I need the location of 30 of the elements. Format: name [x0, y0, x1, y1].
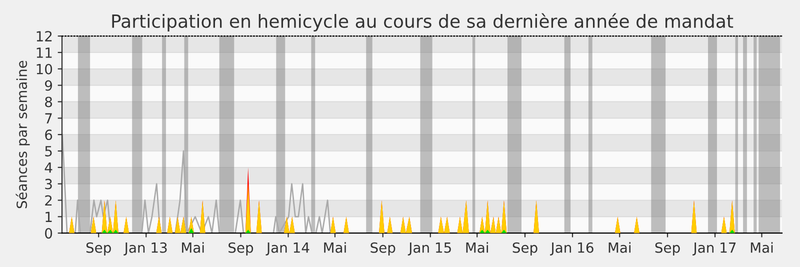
x-tick-label: Sep: [86, 242, 111, 256]
y-tick-label: 3: [45, 178, 52, 190]
x-tick-label: Mai: [466, 242, 488, 253]
y-tick-label: 0: [45, 228, 52, 239]
x-tick-label: Mai: [324, 242, 346, 253]
x-tick-label: Mai: [750, 242, 773, 253]
x-tick-label: Jan 15: [408, 242, 451, 256]
x-tick-label: Jan 17: [692, 242, 736, 256]
y-tick-label: 11: [36, 48, 52, 58]
x-tick-label: Jan 16: [550, 242, 594, 256]
y-tick-label: 7: [45, 113, 52, 124]
y-tick-label: 5: [45, 146, 52, 156]
y-tick-label: 10: [36, 64, 52, 74]
x-tick-label: Jan 14: [266, 242, 310, 256]
x-tick-label: Sep: [370, 242, 396, 256]
y-tick-label: 2: [45, 195, 52, 206]
x-tick-label: Sep: [655, 242, 680, 256]
chart-title: Participation en hemicycle au cours de sa dernière année de mandat: [112, 13, 734, 32]
x-tick-label: Mai: [182, 242, 204, 253]
x-tick-label: Sep: [512, 242, 538, 256]
x-tick-label: Sep: [228, 242, 254, 256]
y-tick-label: 12: [36, 31, 52, 42]
y-tick-label: 1: [46, 212, 52, 222]
x-tick-label: Jan 13: [124, 242, 167, 256]
y-tick-label: 8: [45, 96, 52, 108]
y-tick-label: 9: [45, 80, 52, 91]
y-tick-label: 6: [45, 130, 52, 140]
y-tick-label: 4: [44, 162, 52, 173]
x-tick-label: Mai: [608, 242, 630, 253]
y-axis-title: Séances par semaine: [16, 60, 30, 208]
